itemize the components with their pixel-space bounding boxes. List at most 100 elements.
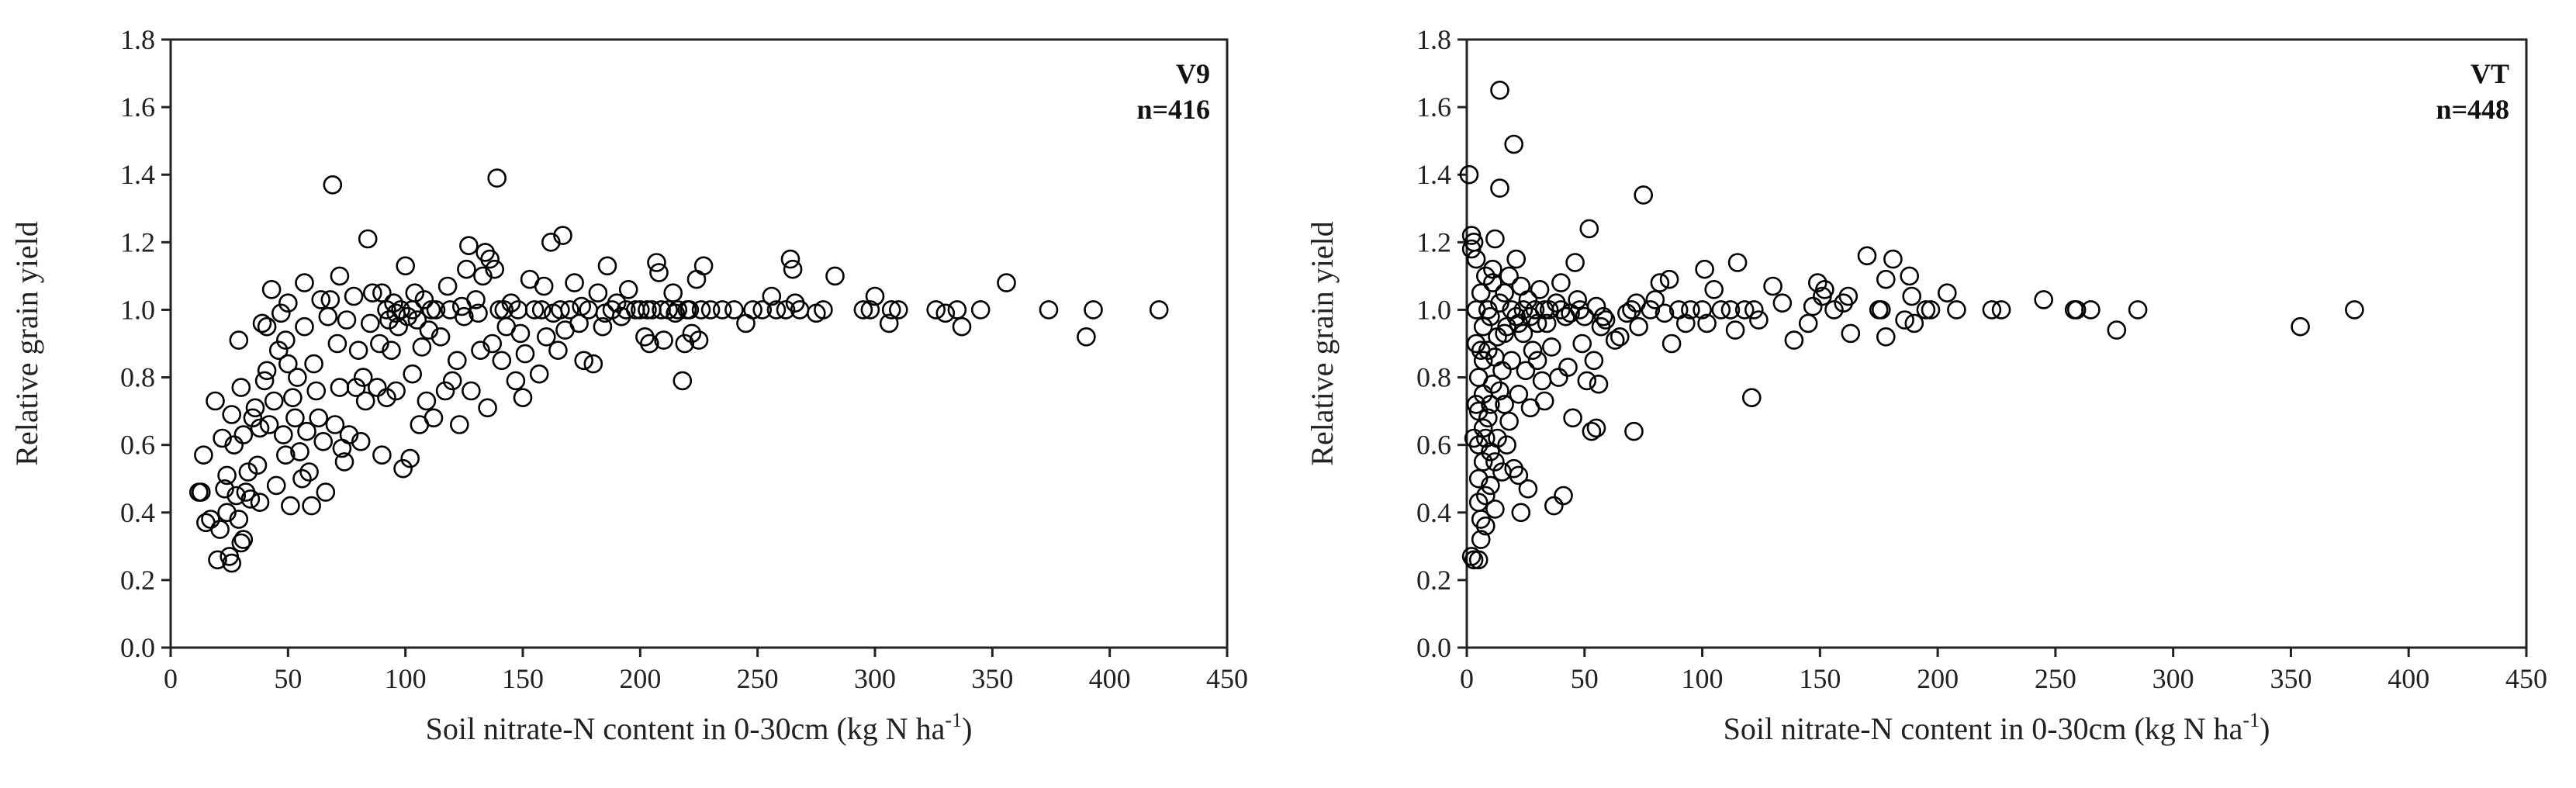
data-point	[1838, 286, 1859, 306]
y-tick-label: 0.0	[1416, 632, 1451, 663]
data-point	[384, 293, 403, 313]
data-point	[247, 455, 268, 475]
data-point	[1577, 371, 1597, 391]
data-point	[1676, 313, 1696, 334]
data-point	[515, 344, 535, 364]
data-point	[297, 421, 316, 441]
data-point	[299, 462, 319, 482]
data-point	[1589, 374, 1609, 394]
data-point	[879, 313, 899, 334]
data-point	[222, 405, 242, 424]
data-point	[250, 418, 270, 438]
data-point	[1490, 178, 1509, 198]
data-point	[1659, 269, 1679, 289]
data-point	[275, 445, 296, 465]
data-point	[473, 266, 493, 286]
chart-panel-v9: 0.0 0.2 0.4 0.6 0.8 1.0 1.2 1.4 1.6 1.8 0 50 100 150 2…	[9, 24, 1248, 746]
data-point	[1468, 468, 1489, 489]
data-point	[865, 286, 885, 306]
data-point	[2081, 300, 2101, 320]
sample-size-label: n=416	[1136, 94, 1210, 125]
data-point	[372, 283, 392, 303]
data-point	[1499, 411, 1519, 431]
data-point	[1815, 279, 1834, 299]
data-point	[531, 300, 552, 320]
data-point	[560, 300, 579, 320]
data-point	[1749, 310, 1769, 330]
data-point	[344, 286, 364, 306]
x-tick-label: 150	[502, 663, 544, 694]
x-tick-label: 400	[1089, 663, 1131, 694]
data-point	[275, 330, 296, 350]
y-tick-label: 0.8	[1416, 362, 1451, 393]
data-point	[700, 300, 721, 320]
data-point	[426, 300, 446, 320]
data-point	[2345, 300, 2364, 320]
data-point	[362, 283, 382, 303]
data-point	[1476, 516, 1495, 536]
data-point	[358, 229, 378, 249]
data-point	[222, 553, 242, 573]
data-point	[1513, 323, 1533, 344]
data-point	[231, 378, 251, 397]
data-point	[1077, 327, 1096, 347]
data-point	[306, 381, 327, 401]
x-axis-title: Soil nitrate-N content in 0-30cm (kg N h…	[1724, 709, 2270, 746]
data-point	[935, 303, 956, 323]
data-point	[290, 442, 309, 461]
data-point	[647, 253, 666, 272]
y-tick-label: 0.2	[120, 565, 155, 596]
data-point	[417, 391, 437, 411]
data-point	[360, 313, 380, 334]
data-point	[1798, 313, 1818, 334]
data-point	[1586, 296, 1606, 316]
data-point	[825, 266, 845, 286]
data-point	[1565, 253, 1585, 272]
data-point	[487, 168, 507, 188]
y-tick-label: 1.4	[1416, 159, 1451, 190]
data-point	[1481, 395, 1500, 414]
data-point	[510, 323, 531, 344]
data-point	[226, 486, 247, 506]
data-point	[440, 300, 460, 320]
data-point	[407, 310, 427, 330]
data-point	[466, 290, 486, 309]
data-point	[506, 371, 526, 391]
data-point	[1593, 306, 1613, 327]
data-point	[2128, 300, 2148, 320]
data-point	[323, 175, 343, 195]
data-point	[327, 334, 348, 354]
data-point	[1554, 486, 1573, 506]
data-point	[316, 482, 336, 502]
data-point	[1509, 465, 1529, 486]
data-point	[1549, 368, 1568, 387]
data-point	[583, 354, 603, 374]
data-point	[400, 448, 420, 468]
data-point	[391, 300, 410, 320]
data-point	[1645, 290, 1665, 309]
data-point	[377, 388, 396, 408]
data-point	[1720, 300, 1741, 320]
data-point	[283, 388, 303, 408]
data-point	[421, 300, 441, 320]
data-point	[217, 503, 237, 523]
data-point	[1499, 266, 1519, 286]
data-point	[574, 351, 594, 371]
sample-size-label: n=448	[2436, 94, 2509, 125]
data-point	[1488, 428, 1507, 448]
x-axis-title-end: )	[2260, 711, 2270, 746]
data-point	[370, 334, 389, 354]
data-point	[1693, 300, 1712, 320]
data-point	[1617, 303, 1637, 323]
data-point	[814, 300, 833, 320]
data-point	[1876, 327, 1896, 347]
data-point	[1471, 530, 1491, 549]
data-point	[1572, 334, 1592, 354]
data-point	[1527, 351, 1547, 371]
data-point	[649, 263, 669, 282]
data-point	[1518, 479, 1538, 499]
data-point	[313, 431, 334, 451]
data-point	[337, 310, 357, 330]
data-point	[1655, 303, 1675, 323]
data-point	[640, 334, 659, 354]
